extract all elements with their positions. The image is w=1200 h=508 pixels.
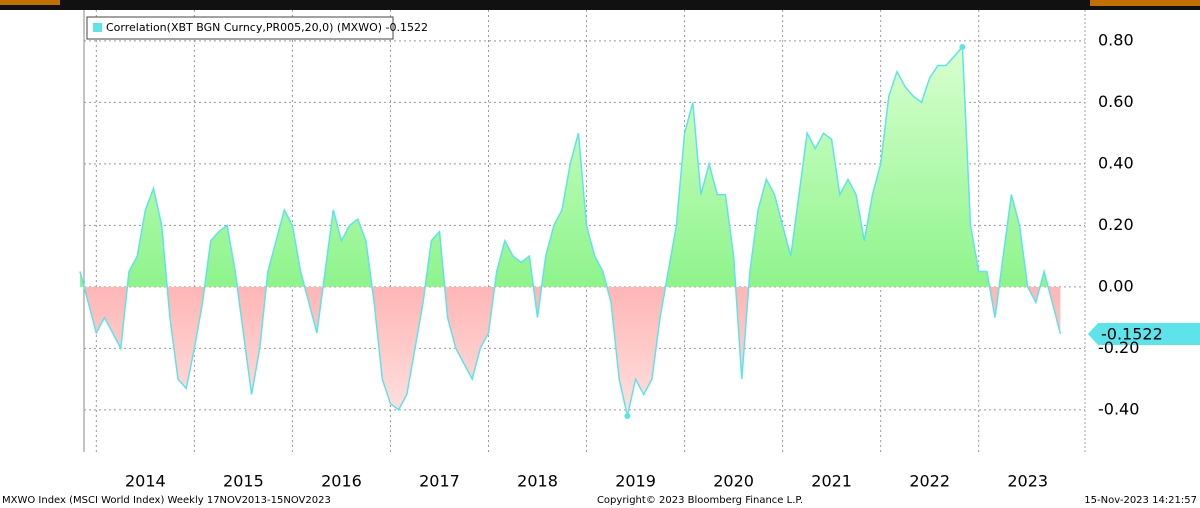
current-value-label: -0.1522 — [1101, 325, 1163, 344]
top-bar-accent — [1090, 0, 1200, 6]
y-tick-label: 0.40 — [1098, 153, 1134, 172]
x-tick-label: 2018 — [517, 472, 558, 491]
extreme-marker — [959, 44, 966, 51]
y-tick-label: 0.60 — [1098, 92, 1134, 111]
x-tick-label: 2023 — [1007, 472, 1048, 491]
line — [79, 45, 1062, 417]
negative-area — [80, 286, 1061, 416]
footer-right: 15-Nov-2023 14:21:57 — [1084, 495, 1197, 506]
x-tick-label: 2016 — [321, 472, 362, 491]
current-value-tag — [1088, 323, 1200, 345]
y-tick-label: 0.00 — [1098, 276, 1134, 295]
x-tick-label: 2015 — [223, 472, 264, 491]
top-bar — [0, 0, 1200, 10]
positive-area — [80, 47, 1049, 287]
x-tick-label: 2022 — [909, 472, 950, 491]
legend-label: Correlation(XBT BGN Curncy,PR005,20,0) (… — [106, 21, 428, 34]
x-tick-label: 2019 — [615, 472, 656, 491]
legend-box — [86, 16, 394, 40]
top-bar-accent — [0, 0, 60, 5]
footer-center: Copyright© 2023 Bloomberg Finance L.P. — [597, 495, 803, 506]
plot — [79, 44, 1062, 420]
extreme-marker — [624, 413, 631, 420]
x-tick-label: 2014 — [125, 472, 166, 491]
x-tick-label: 2020 — [713, 472, 754, 491]
legend-swatch — [93, 23, 102, 32]
y-tick-label: 0.80 — [1098, 30, 1134, 49]
y-tick-label: 0.20 — [1098, 215, 1134, 234]
x-tick-label: 2017 — [419, 472, 460, 491]
y-tick-label: -0.40 — [1098, 399, 1139, 418]
footer-left: MXWO Index (MSCI World Index) Weekly 17N… — [2, 495, 331, 506]
y-tick-label: -0.20 — [1098, 338, 1139, 357]
x-tick-label: 2021 — [811, 472, 852, 491]
